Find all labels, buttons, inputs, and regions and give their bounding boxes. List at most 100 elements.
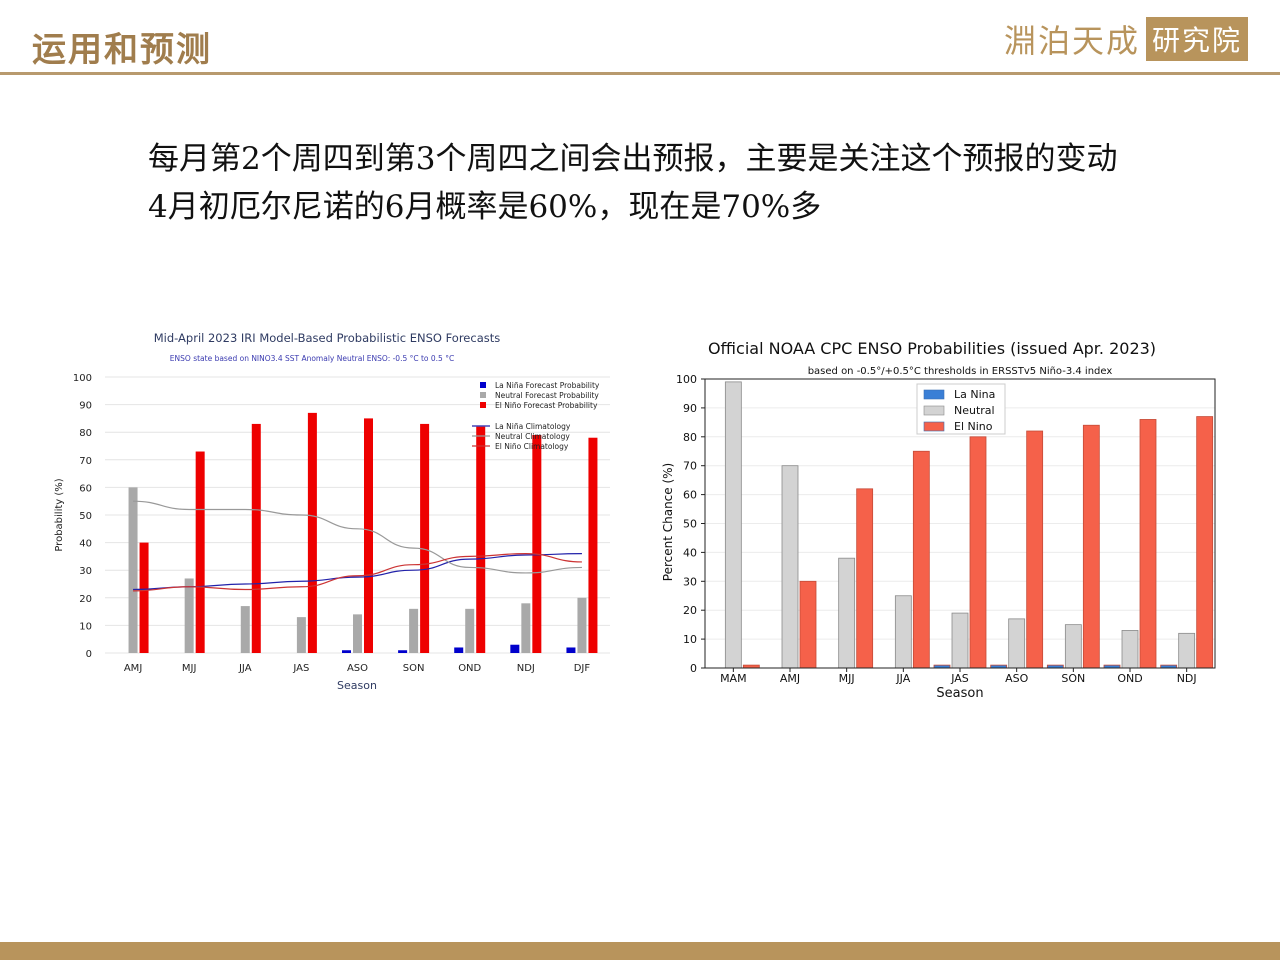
bar [1082,424,1100,669]
bar [912,450,930,669]
bar [307,412,317,653]
bar [1121,630,1139,669]
legend-swatch [480,382,486,388]
legend-swatch [480,392,486,398]
bar [1139,419,1157,669]
y-axis-label: Percent Chance (%) [661,463,675,581]
legend-label: Neutral Climatology [495,432,570,441]
y-tick-label: 100 [73,373,92,384]
y-tick-label: 20 [683,604,697,617]
logo-text: 淵泊天成 [1004,22,1141,60]
y-tick-label: 20 [79,594,92,605]
x-tick-label: ASO [1005,672,1029,685]
y-tick-label: 40 [79,539,92,550]
y-tick-label: 90 [683,402,697,415]
bar [465,608,475,653]
bar [588,437,598,653]
y-tick-label: 100 [676,373,697,386]
bar [1064,624,1082,669]
x-tick-label: JJA [238,663,252,674]
title-divider [0,72,1280,75]
bar [969,436,987,669]
bar [353,614,362,653]
bar [296,617,306,653]
bar [781,465,799,669]
x-tick-label: JAS [950,672,969,685]
legend-label: El Niño Forecast Probability [495,401,598,410]
x-tick-label: AMJ [124,663,142,674]
x-tick-label: ASO [347,663,368,674]
y-axis-label: Probability (%) [54,478,65,551]
y-tick-label: 40 [683,546,697,559]
x-tick-label: MJJ [839,672,855,685]
bar [521,603,531,653]
bar [1178,632,1196,669]
bar [566,647,576,653]
legend-label: El Nino [954,420,993,433]
bar [856,488,874,669]
logo: 淵泊天成 研究院 [1004,17,1249,61]
legend-label: La Niña Forecast Probability [495,381,600,390]
x-tick-label: MAM [720,672,747,685]
legend-label: La Nina [954,388,995,401]
legend-label: Neutral [954,404,995,417]
y-tick-label: 80 [79,428,92,439]
legend-label: El Niño Climatology [495,442,569,451]
y-tick-label: 0 [690,662,697,675]
paragraph-1: 每月第2个周四到第3个周四之间会出预报，主要是关注这个预报的变动 [148,141,1118,177]
bar [240,606,250,653]
bottom-bar [0,942,1280,960]
x-tick-label: NDJ [1177,672,1197,685]
climatology-line [133,500,582,574]
legend-label: La Niña Climatology [495,422,571,431]
x-tick-label: AMJ [780,672,800,685]
iri-enso-chart: Mid-April 2023 IRI Model-Based Probabili… [54,331,610,692]
y-tick-label: 70 [683,460,697,473]
x-tick-label: SON [1061,672,1085,685]
bar [799,580,817,669]
y-tick-label: 30 [683,575,697,588]
climatology-line [133,553,582,592]
bar [532,434,542,653]
chart-title: Mid-April 2023 IRI Model-Based Probabili… [154,331,501,345]
chart-subtitle: based on -0.5°/+0.5°C thresholds in ERSS… [808,366,1113,377]
x-tick-label: JJA [895,672,910,685]
bar [139,542,149,653]
bar [951,612,969,669]
bar [1026,430,1044,669]
bar [838,557,856,669]
chart-subtitle: ENSO state based on NINO3.4 SST Anomaly … [170,354,454,363]
bar [454,647,464,653]
x-tick-label: DJF [574,663,591,674]
bar [1008,618,1026,669]
legend-label: Neutral Forecast Probability [495,391,599,400]
y-tick-label: 90 [79,401,92,412]
legend-swatch [923,405,945,416]
y-tick-label: 70 [79,456,92,467]
bar [409,608,419,653]
y-tick-label: 60 [79,483,92,494]
bar [1196,416,1214,669]
legend-swatch [480,402,486,408]
y-tick-label: 30 [79,566,92,577]
bar [510,644,520,653]
x-tick-label: MJJ [182,663,197,674]
x-tick-label: JAS [292,663,309,674]
bar [724,381,742,669]
x-tick-label: OND [1117,672,1142,685]
legend-swatch [923,389,945,400]
x-tick-label: OND [458,663,481,674]
cpc-enso-chart: Official NOAA CPC ENSO Probabilities (is… [661,339,1216,701]
bar [894,595,912,669]
y-tick-label: 50 [683,518,697,531]
bar [476,426,486,653]
slide-title: 运用和预测 [32,30,212,70]
bar [195,451,205,653]
bar [420,423,430,653]
y-tick-label: 80 [683,431,697,444]
paragraph-2: 4月初厄尔尼诺的6月概率是60%，现在是70%多 [148,189,822,225]
bar [364,418,373,653]
bar [398,650,408,653]
legend-swatch [923,421,945,432]
y-tick-label: 0 [86,649,92,660]
